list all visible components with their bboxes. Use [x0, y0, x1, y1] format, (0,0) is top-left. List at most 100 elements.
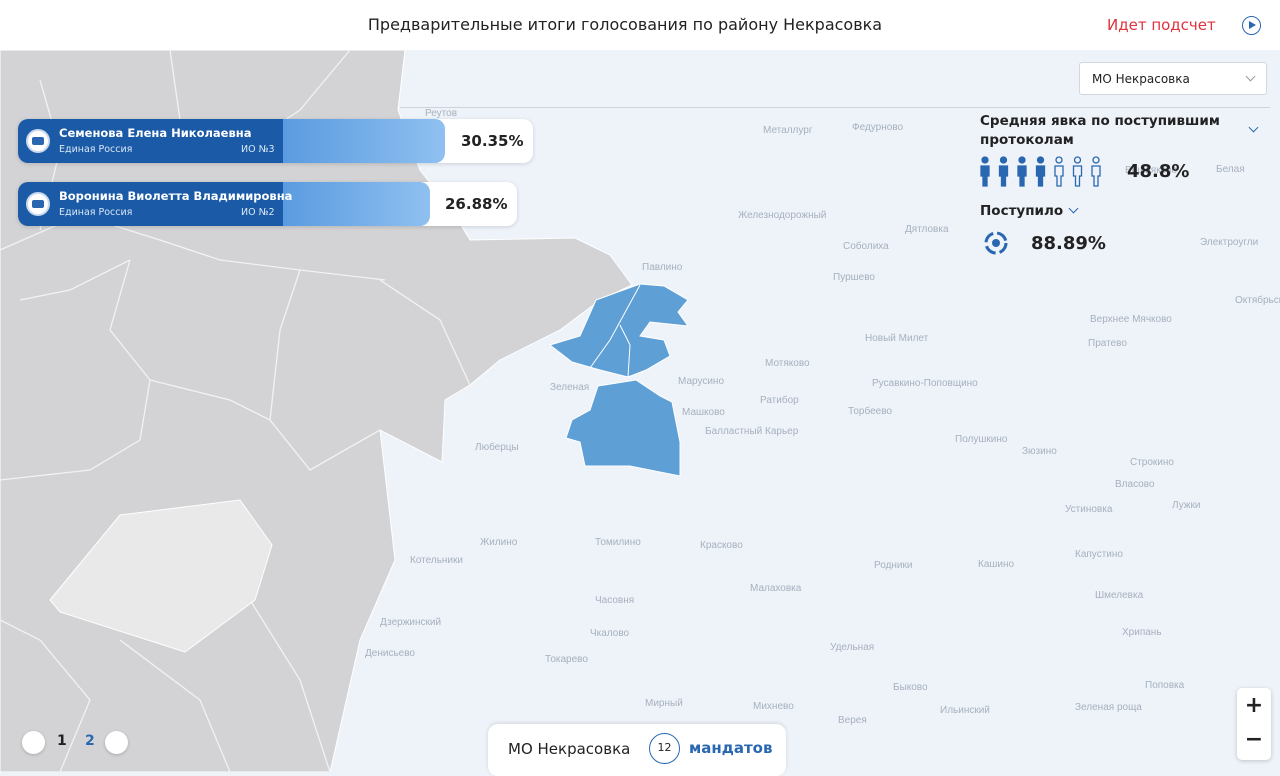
person-body [980, 165, 990, 187]
person-head [1018, 156, 1026, 164]
place-label: Машково [682, 407, 725, 418]
place-label: Хрипань [1122, 627, 1162, 638]
place-label: Ильинский [940, 705, 990, 716]
place-label: Металлург [763, 125, 813, 136]
place-label: Лужки [1172, 500, 1200, 511]
place-label: Пратево [1088, 338, 1127, 349]
person-head [1055, 156, 1063, 164]
mandates-label: мандатов [689, 739, 773, 757]
candidate-card[interactable]: Семенова Елена Николаевна Единая Россия … [18, 119, 533, 163]
candidate-district: ИО №2 [241, 207, 275, 218]
border [149, 379, 271, 421]
page-number[interactable]: 2 [85, 733, 95, 749]
candidate-bar: Воронина Виолетта Владимировна Единая Ро… [18, 182, 430, 226]
party-logo [26, 129, 50, 153]
person-body [1035, 165, 1046, 187]
place-label: Дятловка [905, 224, 949, 235]
people-icons [980, 156, 1101, 187]
candidate-district: ИО №3 [241, 144, 275, 155]
place-label: Торбеево [848, 405, 892, 417]
zoom-in[interactable]: + [1244, 693, 1264, 718]
candidate-name: Воронина Виолетта Владимировна [59, 189, 293, 203]
district-select[interactable]: МО Некрасовка [1079, 62, 1267, 95]
place-label: Октябрьский [1235, 294, 1280, 306]
place-label: Власово [1115, 479, 1155, 490]
person-head [981, 156, 989, 164]
person-body [1017, 165, 1027, 187]
place-label: Шмелевка [1095, 590, 1144, 601]
page-number[interactable]: 1 [57, 733, 67, 749]
place-label: Михнево [753, 701, 794, 712]
inner-border [619, 324, 631, 378]
place-label: Новый Милет [865, 333, 929, 344]
place-label: Федурново [852, 122, 904, 133]
refresh-ring [984, 231, 1008, 255]
inner-border [589, 284, 641, 369]
border [119, 639, 231, 772]
zoom-out[interactable]: − [1244, 727, 1264, 752]
count-status: Идет подсчет [1107, 16, 1216, 34]
person-body [1091, 165, 1101, 187]
place-label: Мотяково [765, 358, 810, 369]
place-label: Поповка [1145, 680, 1185, 691]
place-label: Капустино [1075, 549, 1123, 560]
place-label: Реутов [425, 108, 457, 119]
place-label: Верхнее Мячково [1090, 314, 1172, 325]
place-label: Мирный [645, 698, 683, 709]
place-label: Марусино [678, 376, 724, 387]
place-label: Малаховка [750, 583, 802, 594]
place-label: Токарево [545, 654, 588, 665]
footer-panel: МО Некрасовка 12 мандатов [488, 724, 786, 776]
turnout-icons [980, 156, 1101, 187]
next-page[interactable] [105, 731, 128, 754]
person-head [999, 156, 1008, 164]
header: Предварительные итоги голосования по рай… [0, 0, 1280, 50]
place-label: Денисьево [365, 648, 415, 659]
turnout-label: Средняя явка по поступившим протоколам [980, 113, 1220, 148]
person-head [1092, 156, 1100, 164]
place-label: Белая [1216, 164, 1245, 175]
place-label: Вишняково [1125, 165, 1177, 176]
candidate-party: Единая Россия [59, 144, 133, 155]
person-body [998, 165, 1009, 187]
place-label: Быково [893, 682, 928, 693]
place-label: Часовня [595, 595, 634, 606]
place-label: Зюзино [1022, 446, 1057, 457]
place-label: Павлино [642, 262, 683, 273]
play-button[interactable] [1242, 16, 1261, 35]
place-label: Котельники [410, 555, 463, 566]
turnout-value: 48.8% [1127, 161, 1190, 182]
place-label: Красково [700, 540, 743, 551]
place-label: Томилино [595, 537, 641, 548]
place-label: Зеленая [550, 382, 589, 393]
border [19, 259, 131, 301]
candidate-percent: 26.88% [445, 195, 508, 213]
place-label: Русавкино-Поповщино [872, 378, 978, 389]
refresh-core [992, 239, 1000, 247]
place-label: Люберцы [475, 441, 519, 453]
candidate-party: Единая Россия [59, 207, 133, 218]
candidate-percent: 30.35% [461, 132, 524, 150]
place-label: Балластный Карьер [705, 426, 799, 437]
border [379, 279, 471, 386]
divider [400, 107, 1270, 108]
place-label: Устиновка [1065, 504, 1113, 515]
place-label: Ратибор [760, 394, 799, 406]
place-label: Кашино [978, 559, 1015, 570]
candidate-bar: Семенова Елена Николаевна Единая Россия … [18, 119, 445, 163]
candidate-card[interactable]: Воронина Виолетта Владимировна Единая Ро… [18, 182, 517, 226]
place-label: Соболиха [843, 240, 889, 252]
place-label: Зеленая роща [1075, 702, 1142, 713]
place-label: Верея [838, 715, 867, 726]
place-label: Удельная [830, 642, 874, 653]
nekrasovka-north [548, 283, 690, 378]
received-label: Поступило [980, 203, 1064, 219]
mandates-count: 12 [649, 733, 680, 764]
zoom-control: + − [1237, 688, 1271, 760]
place-label: Полушкино [955, 434, 1008, 445]
border [0, 259, 151, 481]
prev-page[interactable] [22, 731, 45, 754]
